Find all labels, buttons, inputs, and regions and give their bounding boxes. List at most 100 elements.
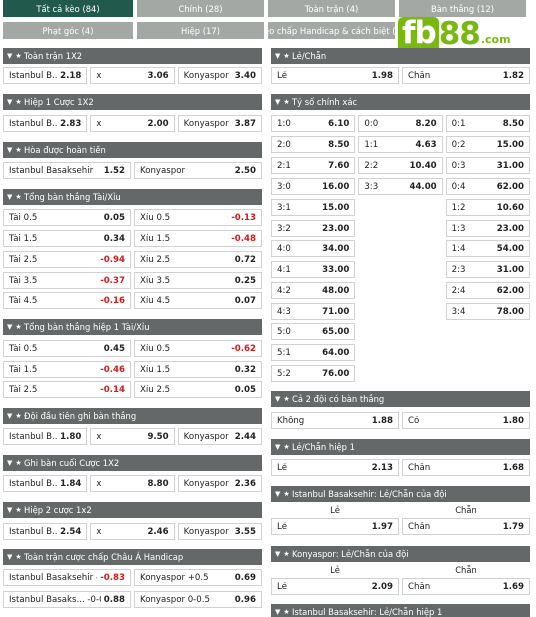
odd-even-header[interactable]: ▼★ Lẻ/Chẵn [271,48,530,64]
tab-corners[interactable]: Phạt góc (4) [3,22,133,39]
odds-cell[interactable]: Chẵn 1.68 [402,459,530,476]
odds-cell[interactable]: Konyaspor 3.55 [177,523,262,540]
first-team-to-score-header[interactable]: ▼★ Đội đầu tiên ghi bàn thắng [3,408,262,424]
correct-score-header[interactable]: ▼★ Tỷ số chính xác [271,94,530,110]
odds-cell[interactable]: Istanbul Basaksehir -0.5-0.83 [3,569,131,586]
odds-cell[interactable]: Chẵn 1.82 [402,67,530,84]
tab-goals[interactable]: Bàn thắng (12) [399,0,526,17]
total-goals-header[interactable]: ▼★ Tổng bàn thắng Tài/Xỉu [3,189,262,205]
full-time-1x2-header[interactable]: ▼★ Toàn trận 1X2 [3,48,262,64]
collapse-star-icon[interactable]: ▼★ [275,395,293,403]
score-cell[interactable]: 3:1 15.00 [271,199,356,216]
collapse-star-icon[interactable]: ▼★ [275,490,293,498]
score-cell[interactable]: 3:0 16.00 [271,178,356,195]
collapse-star-icon[interactable]: ▼★ [275,550,293,558]
odds-cell[interactable]: Có 1.80 [402,412,530,429]
second-half-1x2-header[interactable]: ▼★ Hiệp 2 cược 1x2 [3,502,262,518]
odds-cell[interactable]: x 2.46 [90,523,175,540]
both-teams-to-score-header[interactable]: ▼★ Cả 2 đội có bàn thắng [271,391,530,407]
tab-all-odds[interactable]: Tất cả kèo (84) [3,0,133,17]
odds-cell[interactable]: Konyaspor 2.44 [177,428,262,445]
odds-cell[interactable]: Tài 4.5 -0.16 [3,292,131,309]
odds-cell[interactable]: Lẻ 2.13 [271,459,399,476]
odds-cell[interactable]: Xỉu 2.5 0.05 [134,381,262,398]
collapse-star-icon[interactable]: ▼★ [275,443,293,451]
collapse-star-icon[interactable]: ▼★ [7,146,25,154]
odds-cell[interactable]: x 2.00 [90,115,175,132]
score-cell[interactable]: 4:3 71.00 [271,303,356,320]
score-cell[interactable]: 3:2 23.00 [271,220,356,237]
score-cell[interactable]: 5:2 76.00 [271,365,356,382]
odds-cell[interactable]: Konyaspor 3.40 [177,67,262,84]
home-team-odd-even-header[interactable]: ▼★ Istanbul Basaksehir: Lẻ/Chẵn của đội [271,486,530,502]
score-cell[interactable]: 1:0 6.10 [271,115,356,132]
odds-cell[interactable]: Istanbul B... 1.80 [3,428,88,445]
odds-cell[interactable]: Tài 2.5 -0.94 [3,251,131,268]
odds-cell[interactable]: x 9.50 [90,428,175,445]
score-cell[interactable]: 0:1 8.50 [445,115,530,132]
odds-cell[interactable]: Không 1.88 [271,412,399,429]
odds-cell[interactable]: Konyaspor 2.36 [177,475,262,492]
draw-no-bet-header[interactable]: ▼★ Hòa được hoàn tiền [3,142,262,158]
odds-cell[interactable]: Xỉu 2.5 0.72 [134,251,262,268]
odds-cell[interactable]: Xỉu 1.5 0.32 [134,361,262,378]
score-cell[interactable]: 3:4 78.00 [445,303,530,320]
odds-cell[interactable]: Tài 0.5 0.45 [3,340,131,357]
tab-halves[interactable]: Hiệp (17) [137,22,264,39]
odds-cell[interactable]: Tài 1.5 0.34 [3,230,131,247]
score-cell[interactable]: 4:2 48.00 [271,282,356,299]
score-cell[interactable]: 2:0 8.50 [271,136,356,153]
score-cell[interactable]: 0:0 8.20 [358,115,443,132]
score-cell[interactable]: 1:2 10.60 [445,199,530,216]
score-cell[interactable]: 0:4 62.00 [445,178,530,195]
score-cell[interactable]: 0:2 15.00 [445,136,530,153]
odds-cell[interactable]: Istanbul B... 1.84 [3,475,88,492]
collapse-star-icon[interactable]: ▼★ [7,459,25,467]
odds-cell[interactable]: Konyaspor 0-0.5 0.96 [134,591,262,608]
odds-cell[interactable]: Konyaspor 3.87 [177,115,262,132]
collapse-star-icon[interactable]: ▼★ [275,52,293,60]
odds-cell[interactable]: Istanbul B... 2.54 [3,523,88,540]
collapse-star-icon[interactable]: ▼★ [7,506,25,514]
collapse-star-icon[interactable]: ▼★ [7,553,25,561]
odds-cell[interactable]: Chẵn 1.79 [402,518,530,535]
score-cell[interactable]: 2:3 31.00 [445,261,530,278]
odds-cell[interactable]: Chẵn 1.69 [402,578,530,595]
odds-cell[interactable]: Tài 3.5 -0.37 [3,272,131,289]
odds-cell[interactable]: Xỉu 3.5 0.25 [134,272,262,289]
away-team-odd-even-header[interactable]: ▼★ Konyaspor: Lẻ/Chẵn của đội [271,546,530,562]
score-cell[interactable]: 2:1 7.60 [271,157,356,174]
collapse-star-icon[interactable]: ▼★ [7,98,25,106]
home-team-first-half-odd-even-header[interactable]: ▼★ Istanbul Basaksehir: Lẻ/Chẵn hiệp 1 [271,604,530,617]
score-cell[interactable]: 4:0 34.00 [271,240,356,257]
odds-cell[interactable]: Tài 1.5 -0.46 [3,361,131,378]
score-cell[interactable]: 4:1 33.00 [271,261,356,278]
score-cell[interactable]: 1:3 23.00 [445,220,530,237]
odds-cell[interactable]: Istanbul B... 2.83 [3,115,88,132]
score-cell[interactable]: 1:1 4.63 [358,136,443,153]
score-cell[interactable]: 2:4 62.00 [445,282,530,299]
score-cell[interactable]: 3:3 44.00 [358,178,443,195]
score-cell[interactable]: 2:2 10.40 [358,157,443,174]
odds-cell[interactable]: Tài 2.5 -0.14 [3,381,131,398]
odds-cell[interactable]: x 3.06 [90,67,175,84]
odds-cell[interactable]: Xỉu 0.5 -0.13 [134,209,262,226]
odds-cell[interactable]: Xỉu 1.5 -0.48 [134,230,262,247]
tab-main[interactable]: Chính (28) [137,0,264,17]
collapse-star-icon[interactable]: ▼★ [7,52,25,60]
odds-cell[interactable]: Konyaspor 2.50 [134,162,262,179]
odds-cell[interactable]: Istanbul B... 2.18 [3,67,88,84]
odds-cell[interactable]: Lẻ 1.98 [271,67,399,84]
odds-cell[interactable]: Lẻ 2.09 [271,578,399,595]
odds-cell[interactable]: Istanbul Basaks... -0-0.50.88 [3,591,131,608]
collapse-star-icon[interactable]: ▼★ [275,608,293,616]
collapse-star-icon[interactable]: ▼★ [275,98,293,106]
score-cell[interactable]: 0:3 31.00 [445,157,530,174]
collapse-star-icon[interactable]: ▼★ [7,323,25,331]
asian-handicap-header[interactable]: ▼★ Toàn trận cược chấp Châu Á Handicap [3,549,262,565]
collapse-star-icon[interactable]: ▼★ [7,412,25,420]
odds-cell[interactable]: x 8.80 [90,475,175,492]
collapse-star-icon[interactable]: ▼★ [7,193,25,201]
odds-cell[interactable]: Tài 0.5 0.05 [3,209,131,226]
last-team-to-score-header[interactable]: ▼★ Ghi bàn cuối Cược 1X2 [3,455,262,471]
